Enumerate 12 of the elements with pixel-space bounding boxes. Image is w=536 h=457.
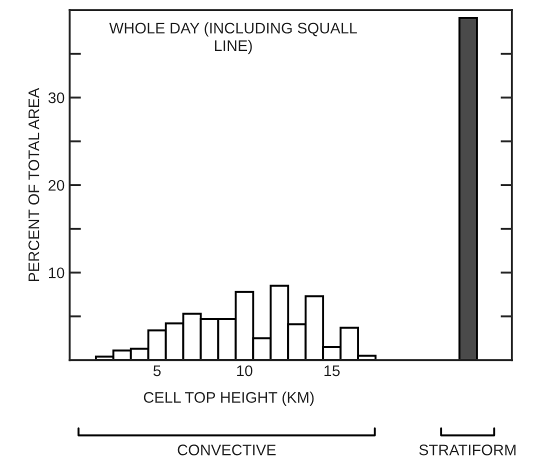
text: STRATIFORM — [419, 444, 516, 456]
y-tick-label: 30 — [48, 92, 64, 104]
y-axis-title: PERCENT OF TOTAL AREA — [28, 88, 40, 282]
text: CONVECTIVE — [178, 444, 276, 456]
bar — [458, 16, 478, 360]
x-tick-label: 10 — [237, 365, 252, 376]
text: WHOLE DAY (INCLUDING SQUALL LINE) — [109, 22, 357, 54]
x-tick-label: 5 — [153, 366, 161, 376]
y-tick-label: 20 — [48, 180, 64, 191]
x-axis-title: CELL TOP HEIGHT (KM) — [144, 392, 314, 406]
x-tick-label: 15 — [324, 366, 340, 376]
y-tick-label: 10 — [48, 267, 64, 278]
